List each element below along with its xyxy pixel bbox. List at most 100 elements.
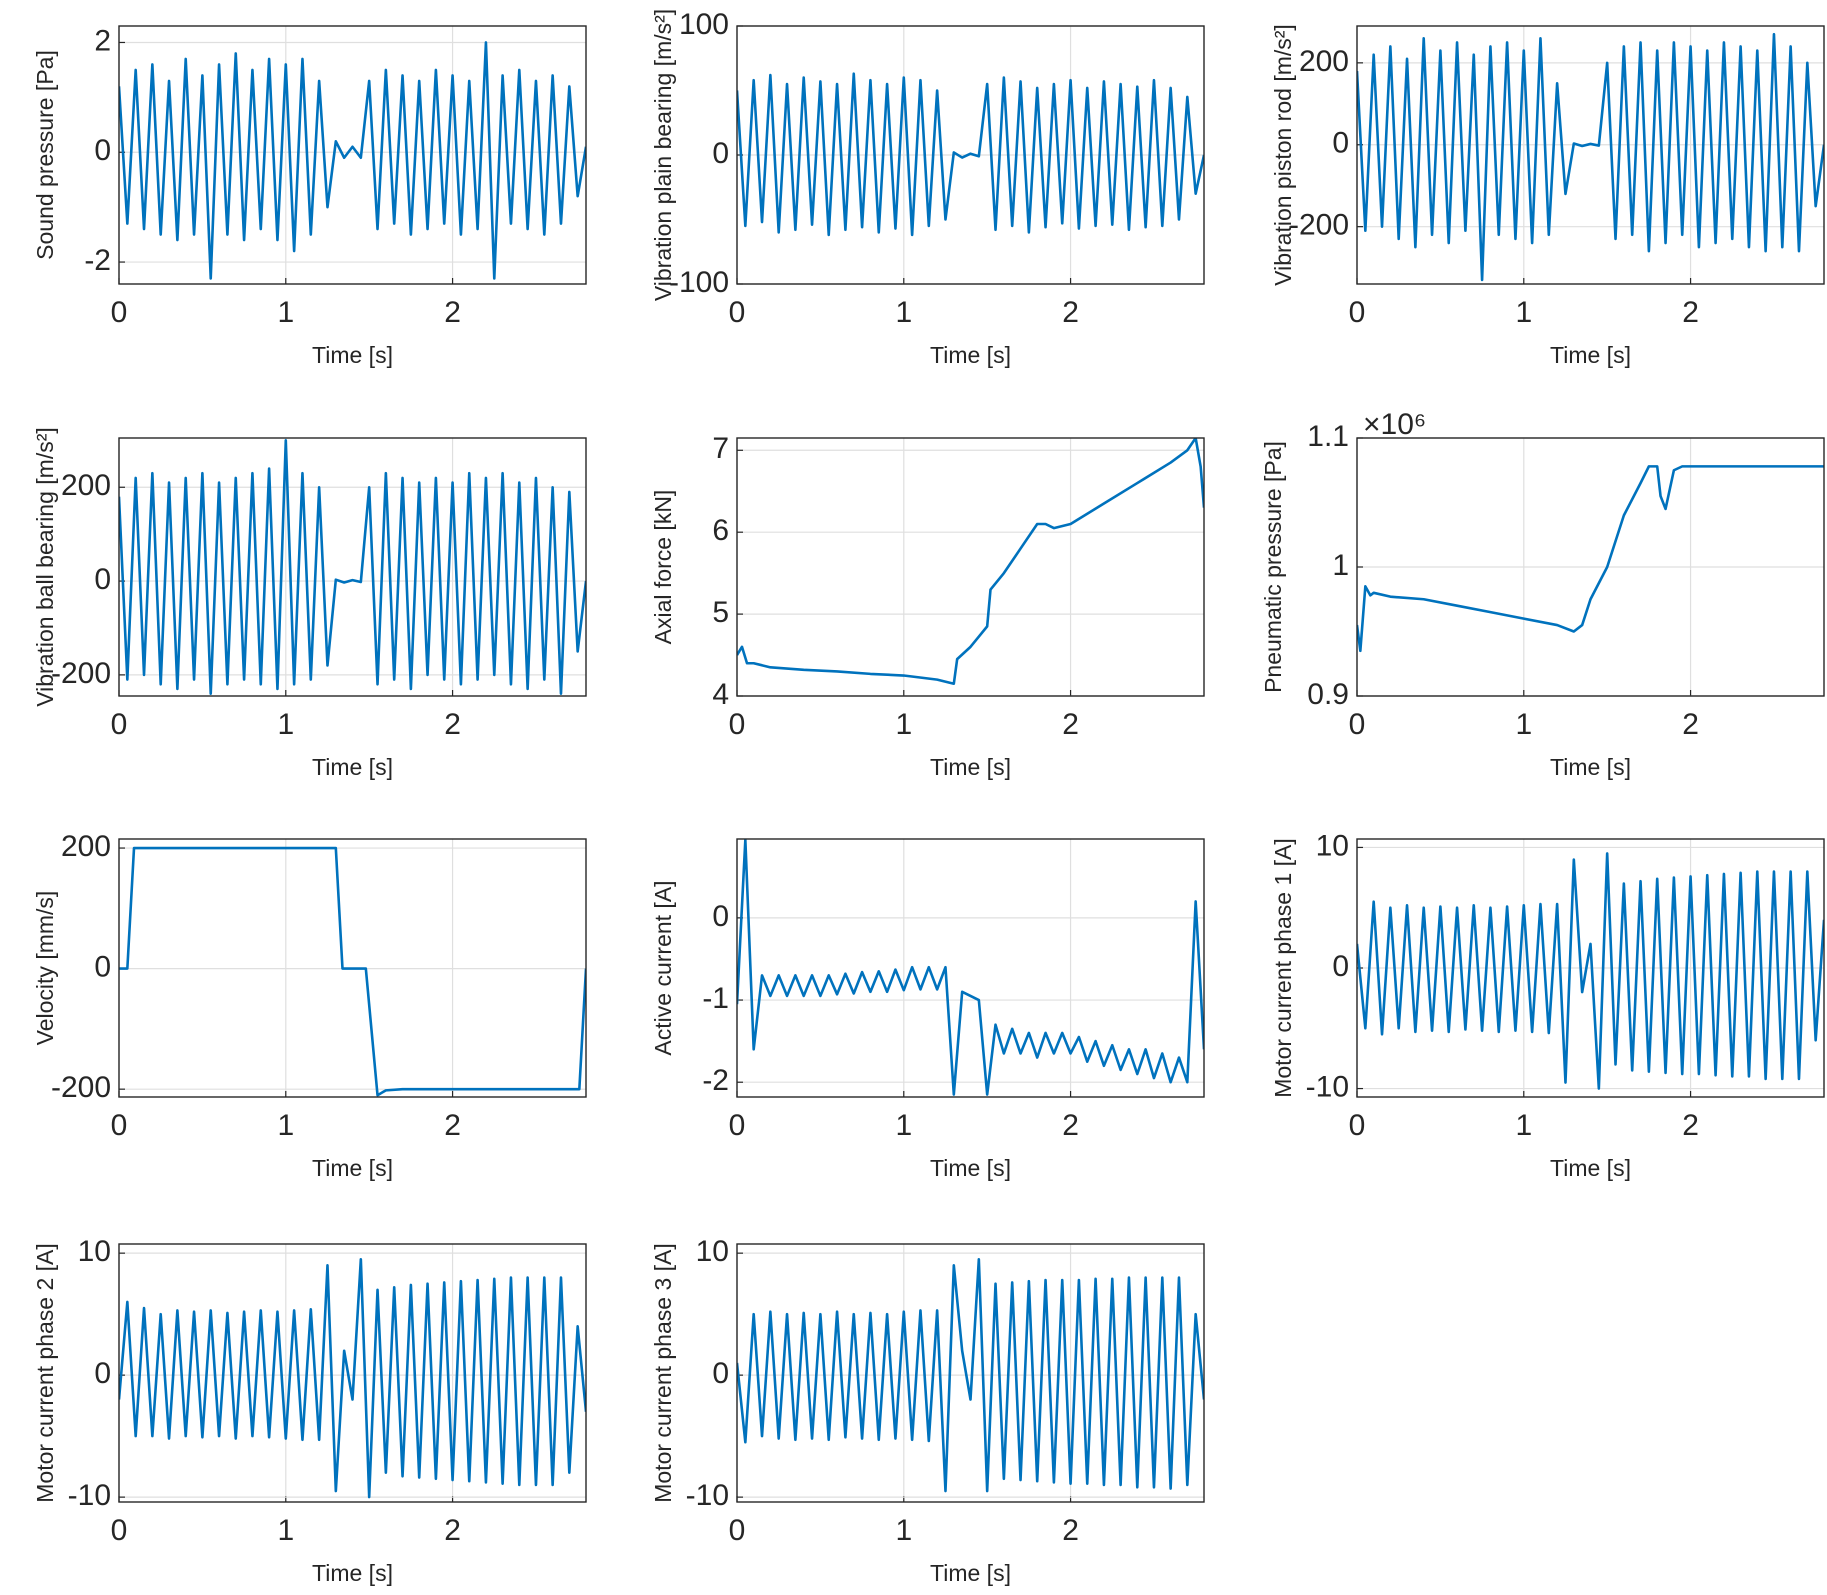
axes-box xyxy=(118,25,587,285)
y-axis-label: Vibration plain bearing [m/s²] xyxy=(650,9,676,301)
axes-box xyxy=(1356,437,1825,697)
y-tick-label: -10 xyxy=(686,1479,729,1512)
y-axis-label: Axial force [kN] xyxy=(650,490,676,645)
x-tick-label: 0 xyxy=(729,708,746,741)
data-line xyxy=(1357,465,1824,653)
y-tick-label: 0.9 xyxy=(1307,678,1349,711)
axes-box xyxy=(736,25,1205,285)
y-tick-label: 200 xyxy=(61,469,111,502)
y-tick-label: 0 xyxy=(94,563,111,596)
x-tick-label: 1 xyxy=(277,708,294,741)
x-axis-label: Time [s] xyxy=(312,1560,393,1586)
axes-box xyxy=(118,838,587,1098)
y-axis-label: Motor current phase 1 [A] xyxy=(1270,838,1296,1098)
y-axis-label: Sound pressure [Pa] xyxy=(32,50,58,260)
x-tick-label: 1 xyxy=(1515,1109,1532,1142)
y-tick-label: -100 xyxy=(669,266,729,299)
data-line xyxy=(119,41,586,280)
axes-box xyxy=(1356,838,1825,1098)
y-tick-label: 10 xyxy=(1316,829,1349,862)
y-axis-label: Active current [A] xyxy=(650,880,676,1055)
y-tick-label: 0 xyxy=(712,137,729,170)
x-tick-label: 1 xyxy=(895,708,912,741)
y-tick-label: 0 xyxy=(712,1357,729,1390)
x-axis-label: Time [s] xyxy=(930,1560,1011,1586)
x-axis-label: Time [s] xyxy=(312,1155,393,1181)
y-tick-label: -1 xyxy=(702,982,729,1015)
x-axis-label: Time [s] xyxy=(930,1155,1011,1181)
axes-box xyxy=(736,838,1205,1098)
x-axis-label: Time [s] xyxy=(312,342,393,368)
y-tick-label: 6 xyxy=(712,514,729,547)
x-tick-label: 2 xyxy=(444,1514,461,1547)
data-line xyxy=(119,439,586,695)
y-tick-label: 2 xyxy=(94,24,111,57)
x-tick-label: 2 xyxy=(1682,708,1699,741)
x-tick-label: 1 xyxy=(277,1514,294,1547)
x-axis-label: Time [s] xyxy=(1550,754,1631,780)
x-tick-label: 1 xyxy=(895,296,912,329)
y-tick-label: 10 xyxy=(696,1235,729,1268)
y-tick-label: 5 xyxy=(712,596,729,629)
y-tick-label: -200 xyxy=(1289,209,1349,242)
x-tick-label: 1 xyxy=(1515,296,1532,329)
axes-box xyxy=(1356,25,1825,285)
y-axis-label: Vibration ball bearing [m/s²] xyxy=(32,427,58,707)
x-tick-label: 2 xyxy=(1062,1514,1079,1547)
x-tick-label: 0 xyxy=(729,296,746,329)
y-tick-label: -2 xyxy=(84,244,111,277)
x-tick-label: 0 xyxy=(729,1514,746,1547)
y-axis-label: Velocity [mm/s] xyxy=(32,891,58,1046)
y-tick-label: 0 xyxy=(94,1357,111,1390)
y-tick-label: 1.1 xyxy=(1307,420,1349,453)
data-line xyxy=(1357,32,1824,282)
x-tick-label: 0 xyxy=(111,296,128,329)
y-tick-label: -200 xyxy=(51,657,111,690)
x-tick-label: 0 xyxy=(1349,296,1366,329)
y-tick-label: 200 xyxy=(61,830,111,863)
x-tick-label: 0 xyxy=(1349,1109,1366,1142)
y-axis-label: Motor current phase 2 [A] xyxy=(32,1243,58,1503)
data-line xyxy=(737,72,1204,237)
x-tick-label: 0 xyxy=(729,1109,746,1142)
subplot: 0 1 2 -2 -1 0 Time [s] Active current [A] xyxy=(650,838,1205,1181)
y-tick-label: -10 xyxy=(1306,1070,1349,1103)
subplot: 0 1 2 -200 0 200 Time [s] Vibration piston rod … xyxy=(1270,24,1825,368)
x-tick-label: 2 xyxy=(444,1109,461,1142)
x-tick-label: 2 xyxy=(1682,1109,1699,1142)
x-axis-label: Time [s] xyxy=(930,342,1011,368)
x-axis-label: Time [s] xyxy=(1550,1155,1631,1181)
subplot: 0 1 2 4 5 6 7 Time [s] Axial force [kN] xyxy=(650,432,1205,780)
y-tick-label: -200 xyxy=(51,1071,111,1104)
y-tick-label: 10 xyxy=(78,1235,111,1268)
y-tick-label: 0 xyxy=(1332,950,1349,983)
x-axis-label: Time [s] xyxy=(1550,342,1631,368)
x-tick-label: 1 xyxy=(277,1109,294,1142)
y-tick-label: -2 xyxy=(702,1064,729,1097)
y-tick-label: 4 xyxy=(712,678,729,711)
x-tick-label: 2 xyxy=(1062,296,1079,329)
x-axis-label: Time [s] xyxy=(930,754,1011,780)
axes-box xyxy=(118,437,587,697)
x-tick-label: 2 xyxy=(444,708,461,741)
axes-box xyxy=(736,1243,1205,1503)
y-axis-label: Motor current phase 3 [A] xyxy=(650,1243,676,1503)
x-tick-label: 0 xyxy=(111,708,128,741)
subplot: 0 1 2 0.9 1 1.1 Time [s] Pneumatic pressure [Pa… xyxy=(1260,408,1825,780)
y-axis-label: Vibration piston rod [m/s²] xyxy=(1270,24,1296,286)
data-line xyxy=(737,1257,1204,1493)
x-tick-label: 1 xyxy=(895,1109,912,1142)
y-tick-label: 0 xyxy=(712,900,729,933)
x-tick-label: 1 xyxy=(277,296,294,329)
data-line xyxy=(737,839,1204,1096)
x-tick-label: 0 xyxy=(1349,708,1366,741)
y-tick-label: 7 xyxy=(712,432,729,465)
y-tick-label: 200 xyxy=(1299,45,1349,78)
x-tick-label: 0 xyxy=(111,1514,128,1547)
